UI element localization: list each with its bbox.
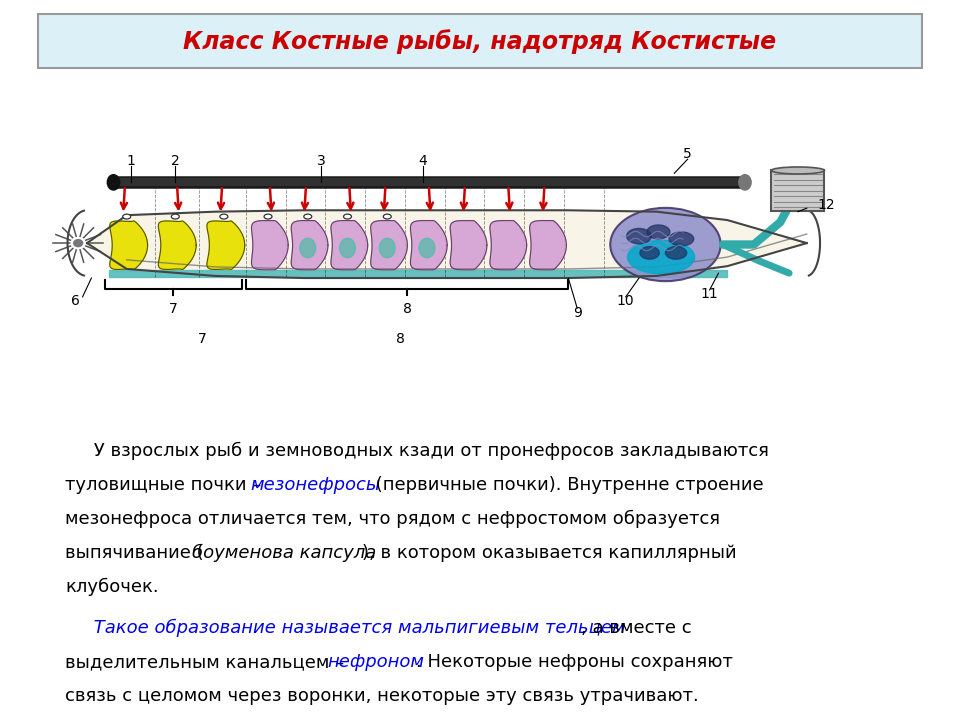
Polygon shape bbox=[207, 221, 245, 269]
Polygon shape bbox=[640, 247, 660, 259]
Text: клубочек.: клубочек. bbox=[65, 578, 158, 596]
Polygon shape bbox=[291, 220, 328, 270]
Text: туловищные почки –: туловищные почки – bbox=[65, 476, 267, 494]
Text: 8: 8 bbox=[402, 302, 412, 317]
Polygon shape bbox=[379, 238, 396, 258]
Text: выделительным канальцем –: выделительным канальцем – bbox=[65, 653, 349, 671]
Ellipse shape bbox=[171, 214, 180, 219]
Text: нефроном: нефроном bbox=[327, 653, 424, 671]
Polygon shape bbox=[158, 221, 196, 269]
Ellipse shape bbox=[71, 238, 85, 248]
Ellipse shape bbox=[220, 214, 228, 219]
Bar bbox=[772, 171, 825, 211]
Text: 1: 1 bbox=[127, 154, 135, 168]
Text: 4: 4 bbox=[419, 154, 427, 168]
Text: 2: 2 bbox=[171, 154, 180, 168]
Text: 9: 9 bbox=[573, 306, 582, 320]
Ellipse shape bbox=[344, 214, 351, 219]
Polygon shape bbox=[647, 225, 670, 239]
Ellipse shape bbox=[611, 208, 721, 282]
Polygon shape bbox=[450, 220, 487, 270]
Text: , а вместе с: , а вместе с bbox=[581, 619, 691, 637]
Text: 6: 6 bbox=[71, 294, 80, 308]
Polygon shape bbox=[530, 220, 566, 270]
Text: 10: 10 bbox=[617, 294, 635, 308]
Text: 3: 3 bbox=[317, 154, 325, 168]
Text: 7: 7 bbox=[198, 332, 206, 346]
Text: 12: 12 bbox=[817, 198, 835, 212]
Text: Класс Костные рыбы, надотряд Костистые: Класс Костные рыбы, надотряд Костистые bbox=[183, 29, 777, 54]
Polygon shape bbox=[420, 238, 435, 258]
Polygon shape bbox=[627, 228, 651, 244]
Polygon shape bbox=[109, 221, 148, 269]
Text: . Некоторые нефроны сохраняют: . Некоторые нефроны сохраняют bbox=[417, 653, 733, 671]
Text: Такое образование называется мальпигиевым тельцем: Такое образование называется мальпигиевы… bbox=[65, 619, 626, 637]
FancyBboxPatch shape bbox=[38, 14, 922, 68]
Ellipse shape bbox=[74, 240, 83, 247]
Polygon shape bbox=[331, 220, 368, 270]
Polygon shape bbox=[371, 220, 407, 270]
Text: У взрослых рыб и земноводных кзади от пронефросов закладываются: У взрослых рыб и земноводных кзади от пр… bbox=[65, 442, 769, 460]
Polygon shape bbox=[490, 220, 527, 270]
Polygon shape bbox=[411, 220, 447, 270]
Ellipse shape bbox=[739, 175, 751, 190]
Text: 5: 5 bbox=[684, 148, 692, 161]
Text: выпячивание (: выпячивание ( bbox=[65, 544, 204, 562]
Text: связь с целомом через воронки, некоторые эту связь утрачивают.: связь с целомом через воронки, некоторые… bbox=[65, 687, 699, 705]
Ellipse shape bbox=[303, 214, 312, 219]
Text: мезонефроса отличается тем, что рядом с нефростомом образуется: мезонефроса отличается тем, что рядом с … bbox=[65, 510, 720, 528]
Polygon shape bbox=[628, 240, 695, 274]
Ellipse shape bbox=[108, 175, 120, 190]
Polygon shape bbox=[87, 210, 806, 278]
Text: боуменова капсула: боуменова капсула bbox=[192, 544, 376, 562]
Polygon shape bbox=[300, 238, 316, 258]
Text: 11: 11 bbox=[701, 287, 718, 301]
Ellipse shape bbox=[772, 167, 825, 174]
Text: 8: 8 bbox=[396, 332, 405, 346]
Polygon shape bbox=[665, 247, 686, 259]
Text: мезонефросы: мезонефросы bbox=[251, 476, 381, 494]
Text: (первичные почки). Внутренне строение: (первичные почки). Внутренне строение bbox=[371, 476, 764, 494]
Polygon shape bbox=[669, 232, 694, 246]
Polygon shape bbox=[252, 220, 288, 270]
Text: ), в котором оказывается капиллярный: ), в котором оказывается капиллярный bbox=[362, 544, 736, 562]
Text: 7: 7 bbox=[169, 302, 178, 317]
Polygon shape bbox=[340, 238, 355, 258]
Ellipse shape bbox=[264, 214, 272, 219]
Ellipse shape bbox=[123, 214, 131, 219]
Ellipse shape bbox=[383, 214, 392, 219]
